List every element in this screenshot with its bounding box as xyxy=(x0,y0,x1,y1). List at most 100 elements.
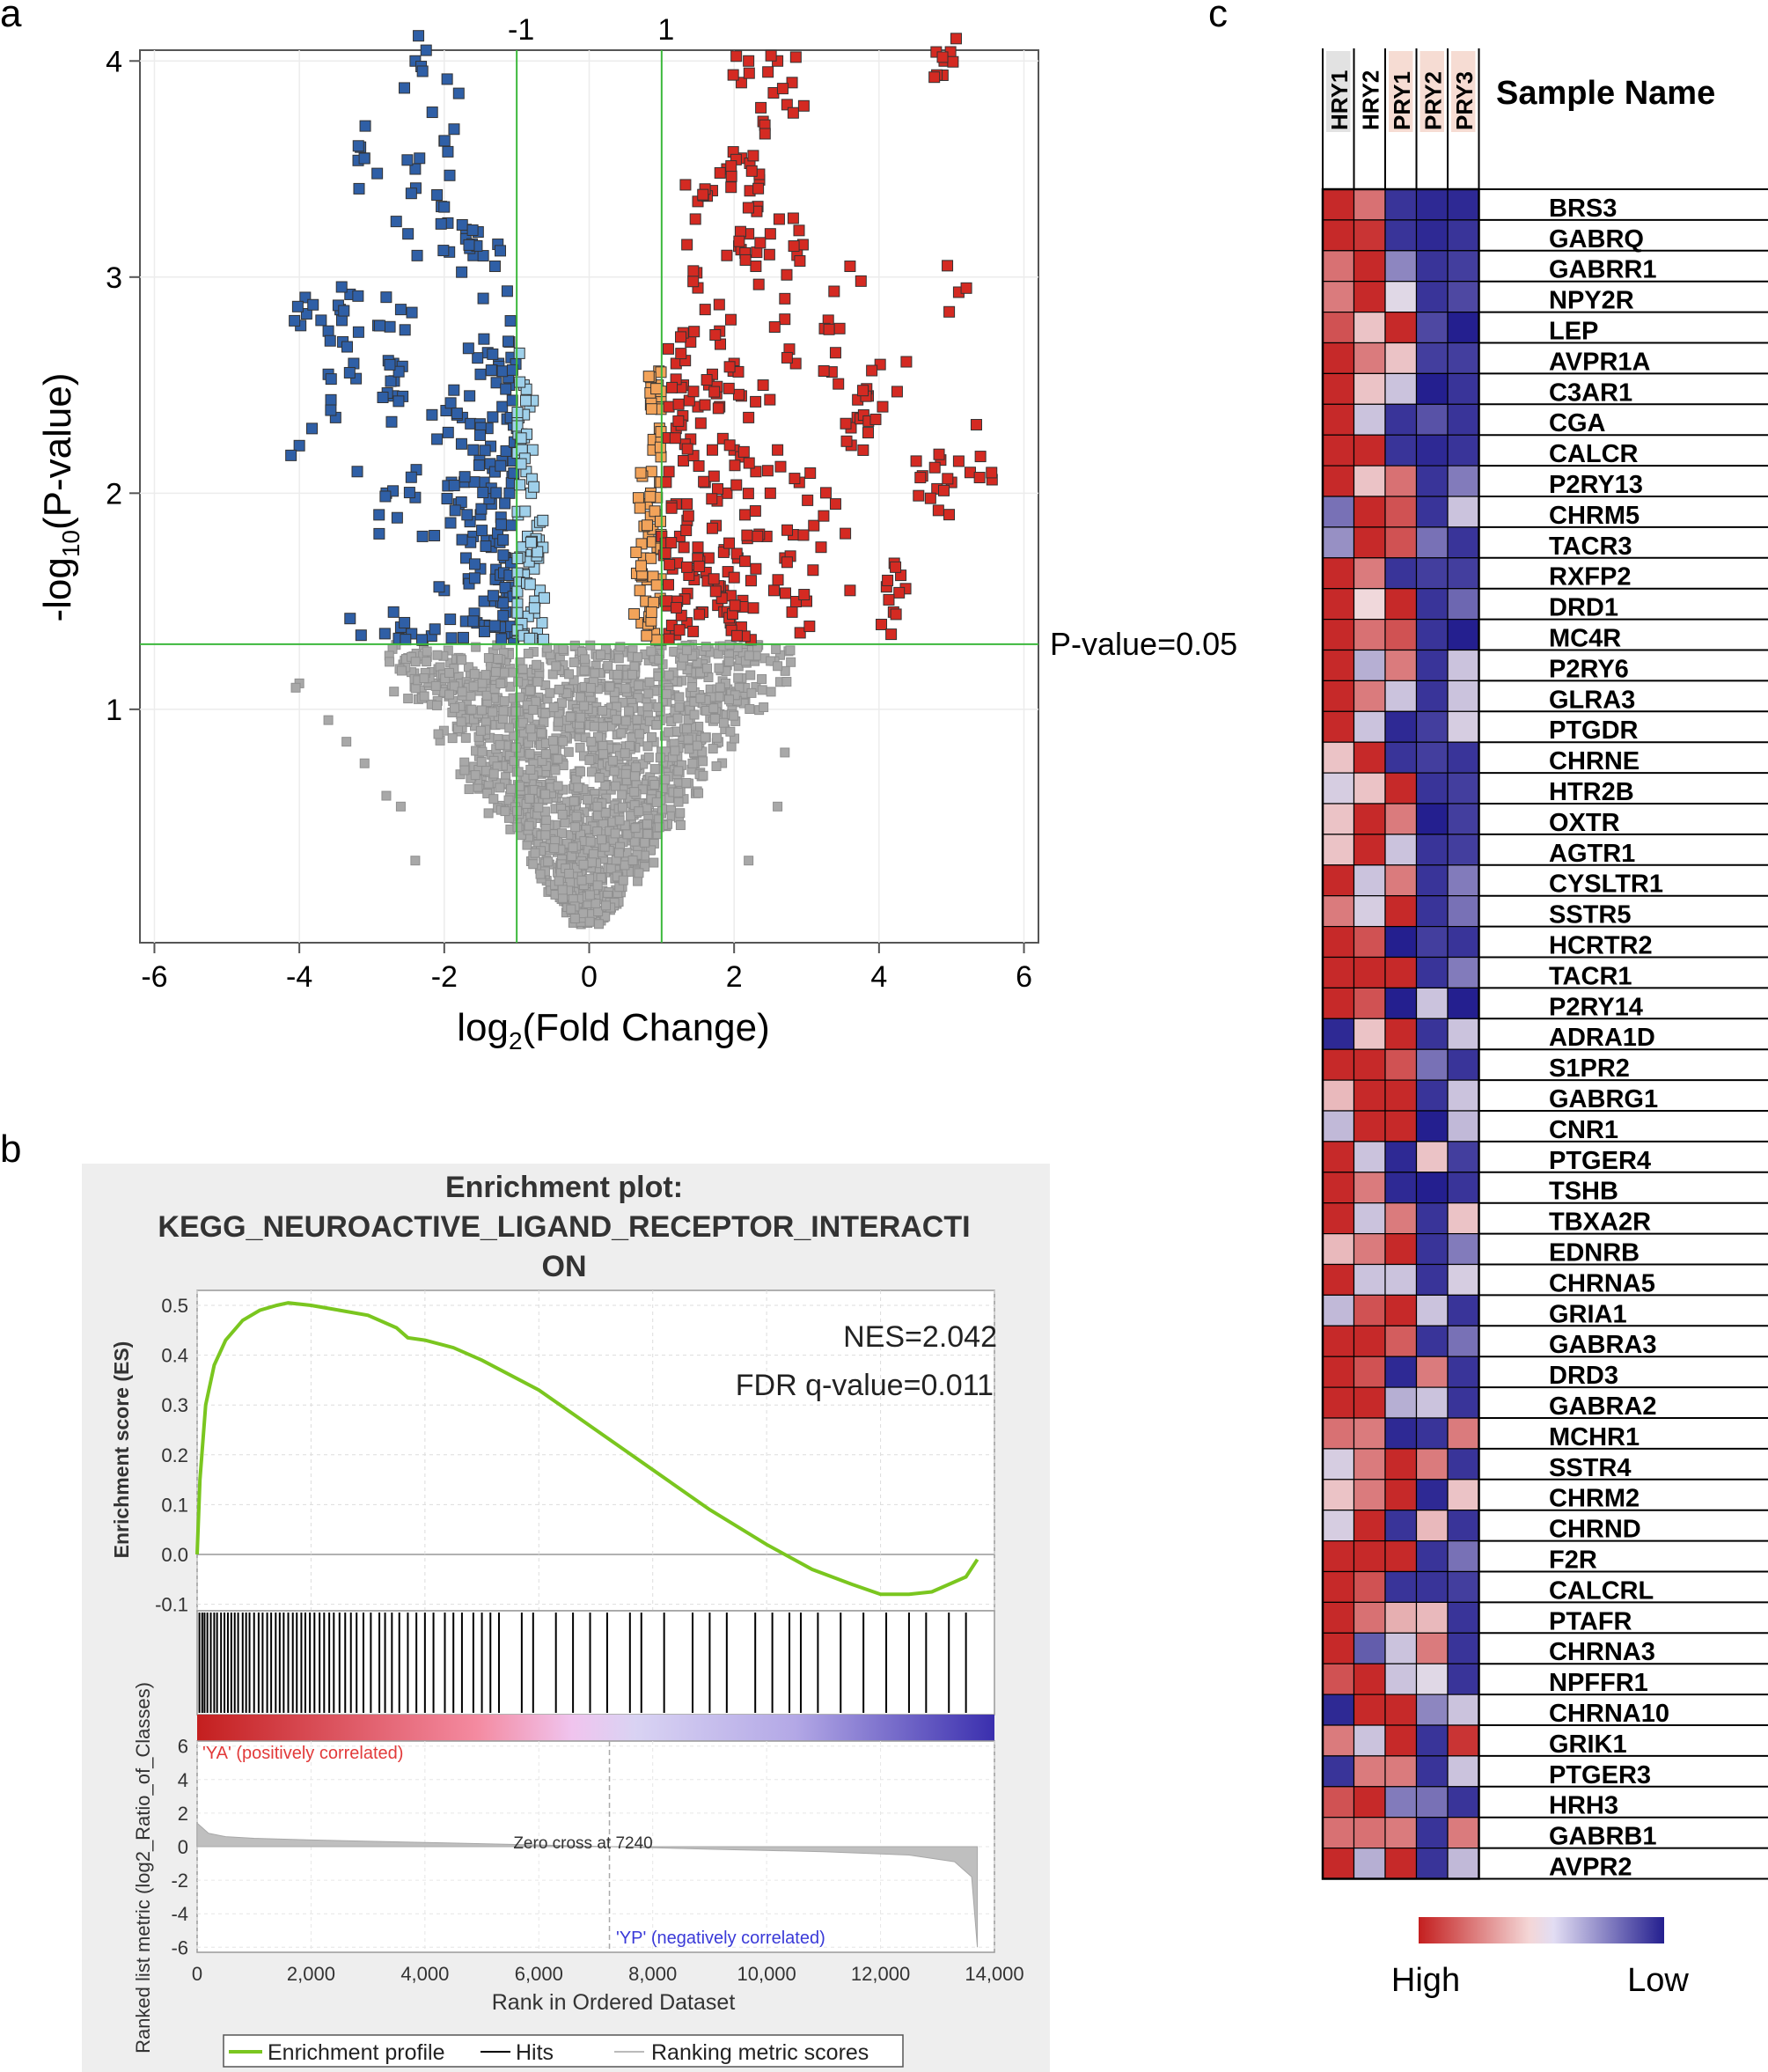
volcano-point-ns xyxy=(592,826,603,836)
heatmap-cell xyxy=(1322,956,1355,989)
volcano-point-up-weak xyxy=(650,579,663,591)
volcano-point-down-strong xyxy=(444,517,457,529)
heatmap-row-label: DRD1 xyxy=(1549,594,1618,622)
heatmap-cell xyxy=(1384,710,1418,743)
heatmap-cell xyxy=(1353,403,1386,436)
heatmap-cell xyxy=(1322,649,1355,682)
volcano-point-up-strong xyxy=(662,342,674,355)
volcano-point-down-weak xyxy=(538,591,550,604)
volcano-point-ns xyxy=(433,729,444,739)
volcano-point-up-strong xyxy=(745,575,757,587)
heatmap-row-label: GABRA2 xyxy=(1549,1392,1656,1421)
volcano-point-ns xyxy=(597,705,607,716)
heatmap-cell xyxy=(1353,1079,1386,1112)
heatmap-cell xyxy=(1447,925,1480,959)
volcano-point-ns xyxy=(481,690,492,701)
volcano-point-down-strong xyxy=(384,320,396,333)
heatmap-cell xyxy=(1353,649,1386,682)
volcano-point-up-strong xyxy=(950,33,962,45)
volcano-point-down-weak xyxy=(515,432,527,445)
volcano-point-down-strong xyxy=(444,169,456,181)
volcano-point-down-strong xyxy=(399,82,411,94)
heatmap-cell xyxy=(1415,618,1449,651)
es-ytick-label: 0.1 xyxy=(161,1494,188,1516)
volcano-point-down-strong xyxy=(400,634,412,646)
heatmap-cell xyxy=(1322,1632,1355,1664)
volcano-point-ns xyxy=(571,812,582,822)
volcano-point-ns xyxy=(771,644,781,655)
rank-ytick-label: 0 xyxy=(178,1836,188,1858)
heatmap-row-label: TACR1 xyxy=(1549,962,1632,990)
volcano-point-up-strong xyxy=(725,181,737,194)
volcano-point-down-strong xyxy=(456,218,468,231)
volcano-point-ns xyxy=(780,747,790,758)
heatmap-cell xyxy=(1415,895,1449,928)
heatmap-cell xyxy=(1415,403,1449,436)
rank-ytick-label: 4 xyxy=(178,1769,188,1791)
volcano-point-up-strong xyxy=(779,292,791,305)
volcano-point-down-strong xyxy=(496,365,509,378)
heatmap-cell xyxy=(1384,741,1418,774)
volcano-point-ns xyxy=(603,660,613,671)
volcano-point-ns xyxy=(459,765,470,775)
rank-xlabel: Rank in Ordered Dataset xyxy=(492,1990,736,2015)
volcano-point-down-weak xyxy=(524,578,536,591)
volcano-point-ns xyxy=(714,692,724,702)
volcano-point-up-strong xyxy=(665,502,678,514)
volcano-point-down-strong xyxy=(325,373,337,386)
volcano-point-down-strong xyxy=(466,224,479,236)
heatmap-row-label: NPFFR1 xyxy=(1549,1669,1648,1697)
heatmap-cell xyxy=(1447,1294,1480,1326)
volcano-point-down-weak xyxy=(536,617,548,629)
heatmap-cell xyxy=(1322,1755,1355,1788)
volcano-point-down-strong xyxy=(307,298,319,311)
volcano-point-up-strong xyxy=(693,608,706,621)
volcano-point-down-strong xyxy=(315,314,327,327)
heatmap-cell xyxy=(1447,281,1480,313)
es-curve xyxy=(195,1301,979,1597)
volcano-point-down-strong xyxy=(456,533,468,546)
volcano-point-ns xyxy=(744,856,754,866)
volcano-point-down-strong xyxy=(506,394,518,407)
heatmap-cell xyxy=(1415,1172,1449,1204)
volcano-point-up-strong xyxy=(794,254,806,267)
volcano-point-up-strong xyxy=(928,461,941,474)
volcano-point-ns xyxy=(560,818,570,828)
heatmap-cell xyxy=(1353,219,1386,252)
volcano-point-up-strong xyxy=(781,556,793,569)
volcano-point-ns xyxy=(640,837,650,848)
volcano-point-down-strong xyxy=(461,509,473,521)
heatmap-cell xyxy=(1447,1386,1480,1419)
fdr-annotation: FDR q-value=0.011 xyxy=(736,1369,994,1402)
heatmap-cell xyxy=(1447,1172,1480,1204)
pvalue-threshold-label: P-value=0.05 xyxy=(1050,626,1237,662)
heatmap-cell xyxy=(1415,1110,1449,1143)
volcano-point-ns xyxy=(589,721,599,731)
volcano-point-ns xyxy=(569,657,579,667)
volcano-grid xyxy=(140,50,1038,943)
heatmap-cell xyxy=(1384,188,1418,221)
heatmap-cell xyxy=(1322,803,1355,835)
volcano-point-up-strong xyxy=(743,457,755,469)
volcano-point-down-strong xyxy=(497,533,510,546)
heatmap-cell xyxy=(1447,1232,1480,1266)
volcano-point-ns xyxy=(553,716,563,727)
heatmap-cell xyxy=(1353,834,1386,866)
volcano-point-ns xyxy=(708,703,719,714)
heatmap-cell xyxy=(1415,864,1449,897)
volcano-point-up-strong xyxy=(779,313,791,326)
volcano-point-ns xyxy=(498,706,509,716)
volcano-point-down-strong xyxy=(442,426,454,438)
volcano-point-up-strong xyxy=(752,278,765,290)
volcano-point-up-strong xyxy=(678,454,690,467)
volcano-point-up-strong xyxy=(932,504,944,517)
volcano-point-up-strong xyxy=(752,182,765,195)
volcano-point-ns xyxy=(781,677,792,687)
heatmap-cell xyxy=(1322,342,1355,375)
sample-name-header: Sample Name xyxy=(1496,75,1715,112)
volcano-point-ns xyxy=(579,701,590,711)
volcano-point-down-strong xyxy=(500,383,512,395)
volcano-point-up-weak xyxy=(632,492,644,504)
volcano-point-ns xyxy=(430,680,441,691)
